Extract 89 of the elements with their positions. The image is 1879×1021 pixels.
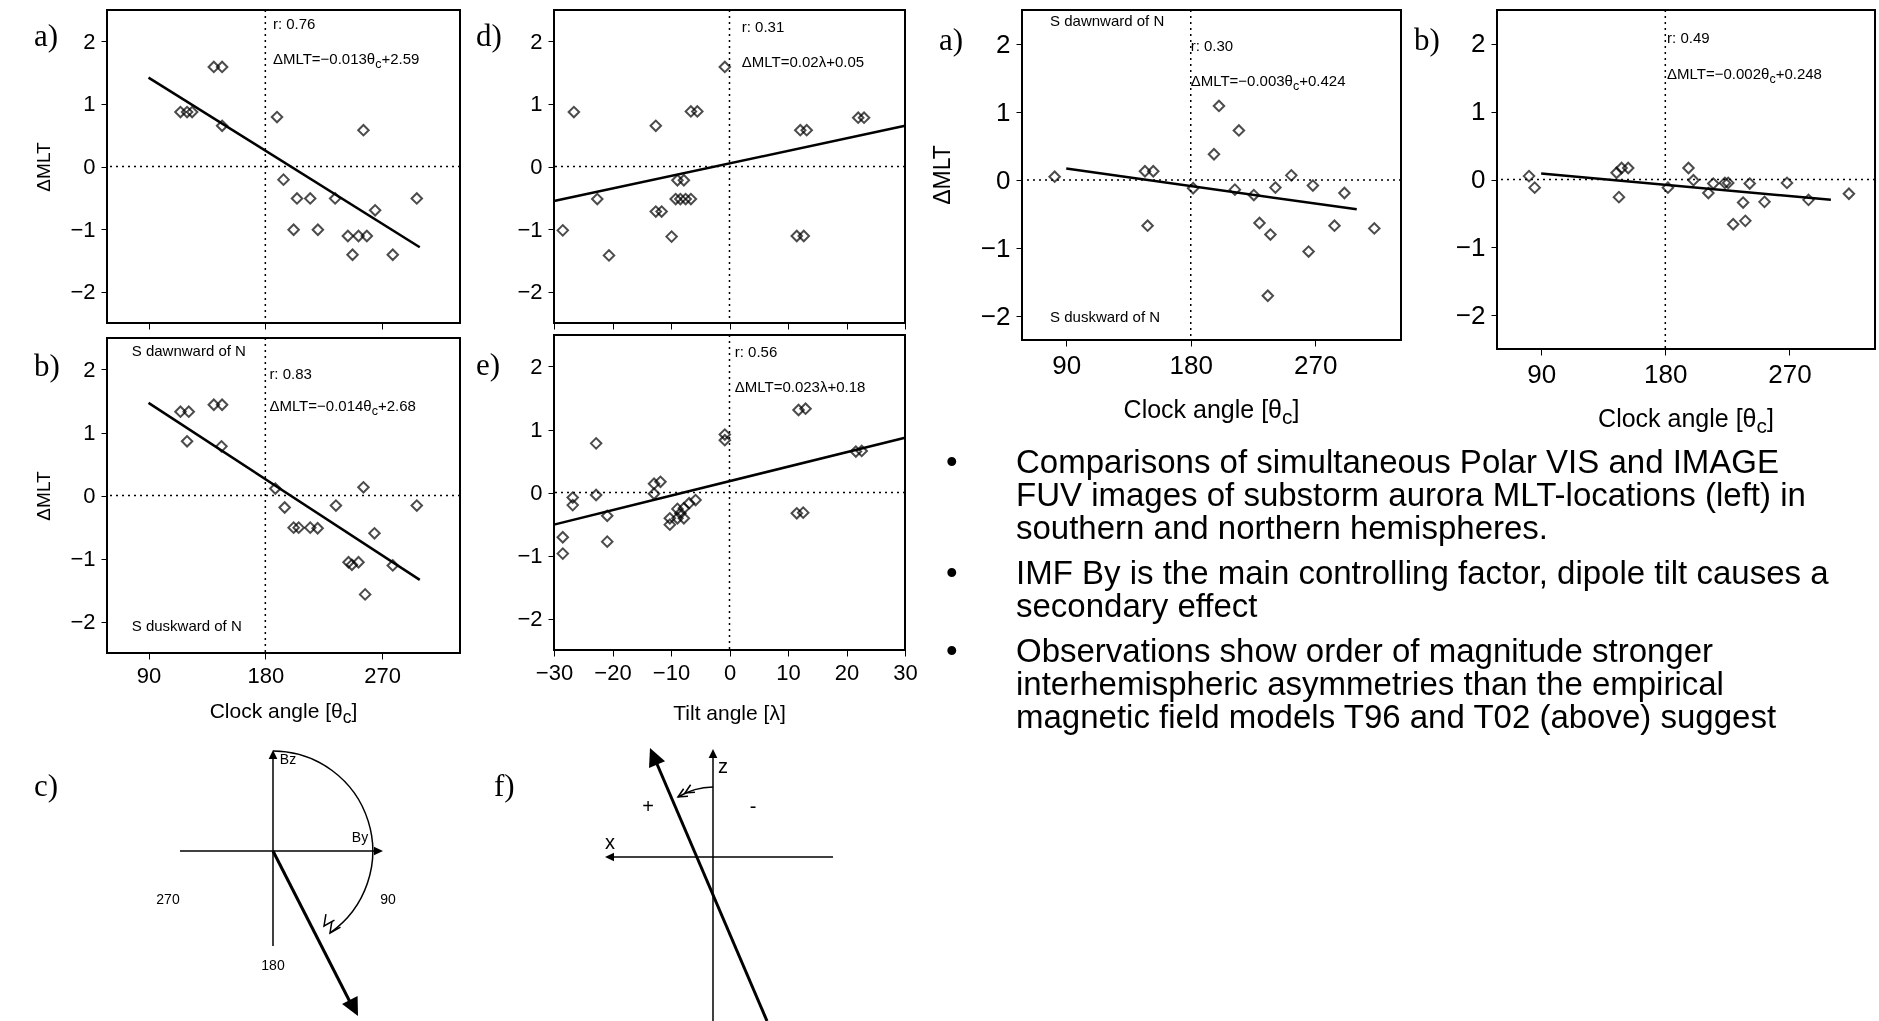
x-tick-label: 180 xyxy=(1644,358,1688,389)
y-tick-label: −1 xyxy=(70,216,96,242)
x-tick-label: 90 xyxy=(1527,358,1557,389)
y-tick-label: 1 xyxy=(530,417,543,442)
annotation: r: 0.30 xyxy=(1190,37,1234,55)
text: • Comparisons of simultaneous Polar VIS and IMAGE FUV images of substorm aurora MLT-locations (left) in southern and northern hemispheres. xyxy=(946,443,1807,546)
y-tick-label: −2 xyxy=(517,279,543,305)
x-axis-title: Clock angle [θ$_{c}$] xyxy=(209,698,358,727)
annotation: r: 0.56 xyxy=(734,343,778,361)
x-tick-label: 180 xyxy=(247,662,285,688)
annotation: r: 0.31 xyxy=(741,18,785,36)
y-tick-label: −2 xyxy=(70,279,96,305)
text: By xyxy=(351,828,369,845)
y-tick-label: 1 xyxy=(83,91,96,117)
text: c) xyxy=(34,768,59,803)
text: 270 xyxy=(156,890,180,907)
x-tick-label: −30 xyxy=(535,659,574,685)
text: f) xyxy=(494,768,515,803)
y-tick-label: −2 xyxy=(70,609,96,634)
text: x xyxy=(605,831,615,854)
x-tick-label: −10 xyxy=(652,659,691,685)
x-tick-label: 90 xyxy=(1052,349,1082,380)
annotation: S dawnward of N xyxy=(131,341,246,359)
annotation: r: 0.49 xyxy=(1667,29,1710,47)
y-tick-label: 1 xyxy=(83,420,96,445)
annotation: S duskward of N xyxy=(1050,307,1161,325)
y-tick-label: −1 xyxy=(70,546,96,571)
text: z xyxy=(718,755,728,778)
y-axis-title: ΔMLT xyxy=(928,145,955,205)
text: 180 xyxy=(261,956,285,973)
y-tick-label: 0 xyxy=(1471,164,1486,194)
y-tick-label: −1 xyxy=(517,216,543,242)
y-tick-label: −1 xyxy=(517,543,543,568)
y-tick-label: −2 xyxy=(517,606,543,631)
text: + xyxy=(642,795,654,818)
x-tick-label: 180 xyxy=(1169,349,1213,380)
y-tick-label: 2 xyxy=(530,354,543,379)
y-tick-label: 0 xyxy=(530,154,543,179)
y-tick-label: −1 xyxy=(1455,231,1486,262)
text: 90 xyxy=(380,890,396,907)
chart-title: a) xyxy=(939,22,964,57)
x-axis-title: Clock angle [θ$_{c}$] xyxy=(1123,394,1300,428)
annotation: S dawnward of N xyxy=(1050,12,1165,30)
x-tick-label: −20 xyxy=(594,659,632,685)
x-axis-title: Tilt angle [λ] xyxy=(673,700,786,724)
y-tick-label: 2 xyxy=(83,28,96,54)
chart-title: b) xyxy=(34,348,60,383)
annotation: r: 0.83 xyxy=(269,365,312,383)
x-tick-label: 10 xyxy=(776,659,801,685)
y-tick-label: 2 xyxy=(1471,28,1486,59)
text: - xyxy=(749,795,757,818)
x-tick-label: 90 xyxy=(136,662,162,688)
text: Bz xyxy=(279,750,297,767)
x-tick-label: 270 xyxy=(1768,358,1812,389)
x-tick-label: 20 xyxy=(834,659,860,685)
y-tick-label: 1 xyxy=(1471,96,1486,127)
x-tick-label: 0 xyxy=(723,659,737,685)
x-tick-label: 30 xyxy=(893,659,918,685)
y-tick-label: −2 xyxy=(1455,299,1486,330)
y-tick-label: 2 xyxy=(530,28,543,54)
y-tick-label: 2 xyxy=(996,28,1011,59)
annotation: ΔMLT=−0.003θ$_{c}$+0.424 xyxy=(1190,71,1346,93)
annotation: ΔMLT=−0.014θ$_{c}$+2.68 xyxy=(269,396,416,418)
x-tick-label: 270 xyxy=(1294,349,1338,380)
chart-title: b) xyxy=(1414,22,1440,57)
y-tick-label: −1 xyxy=(980,232,1011,263)
y-tick-label: 0 xyxy=(530,480,543,505)
y-axis-title: ΔMLT xyxy=(32,141,54,192)
chart-title: e) xyxy=(476,347,501,382)
y-axis-title: ΔMLT xyxy=(32,470,54,521)
y-tick-label: 0 xyxy=(83,154,96,179)
y-tick-label: 1 xyxy=(530,91,543,117)
annotation: ΔMLT=0.02λ+0.05 xyxy=(741,52,865,70)
annotation: ΔMLT=0.023λ+0.18 xyxy=(734,378,866,396)
annotation: r: 0.76 xyxy=(272,15,316,33)
text: • IMF By is the main controlling factor, dipole tilt causes a secondary effect xyxy=(946,554,1830,624)
y-tick-label: −2 xyxy=(980,300,1011,331)
y-tick-label: 0 xyxy=(996,164,1011,195)
y-tick-label: 1 xyxy=(996,96,1011,127)
annotation: ΔMLT=−0.002θ$_{c}$+0.248 xyxy=(1667,64,1822,86)
y-tick-label: 2 xyxy=(83,357,96,382)
text: • Observations show order of magnitude stronger interhemispheric asymmetries than the empirical magnetic field models T96 and T02 (above) suggest xyxy=(946,632,1778,735)
x-tick-label: 270 xyxy=(364,662,401,688)
chart-title: d) xyxy=(476,18,502,53)
x-axis-title: Clock angle [θ$_{c}$] xyxy=(1598,403,1774,437)
y-tick-label: 0 xyxy=(83,483,96,508)
annotation: ΔMLT=−0.013θ$_{c}$+2.59 xyxy=(272,49,420,71)
chart-title: a) xyxy=(34,18,59,53)
annotation: S duskward of N xyxy=(131,617,242,635)
